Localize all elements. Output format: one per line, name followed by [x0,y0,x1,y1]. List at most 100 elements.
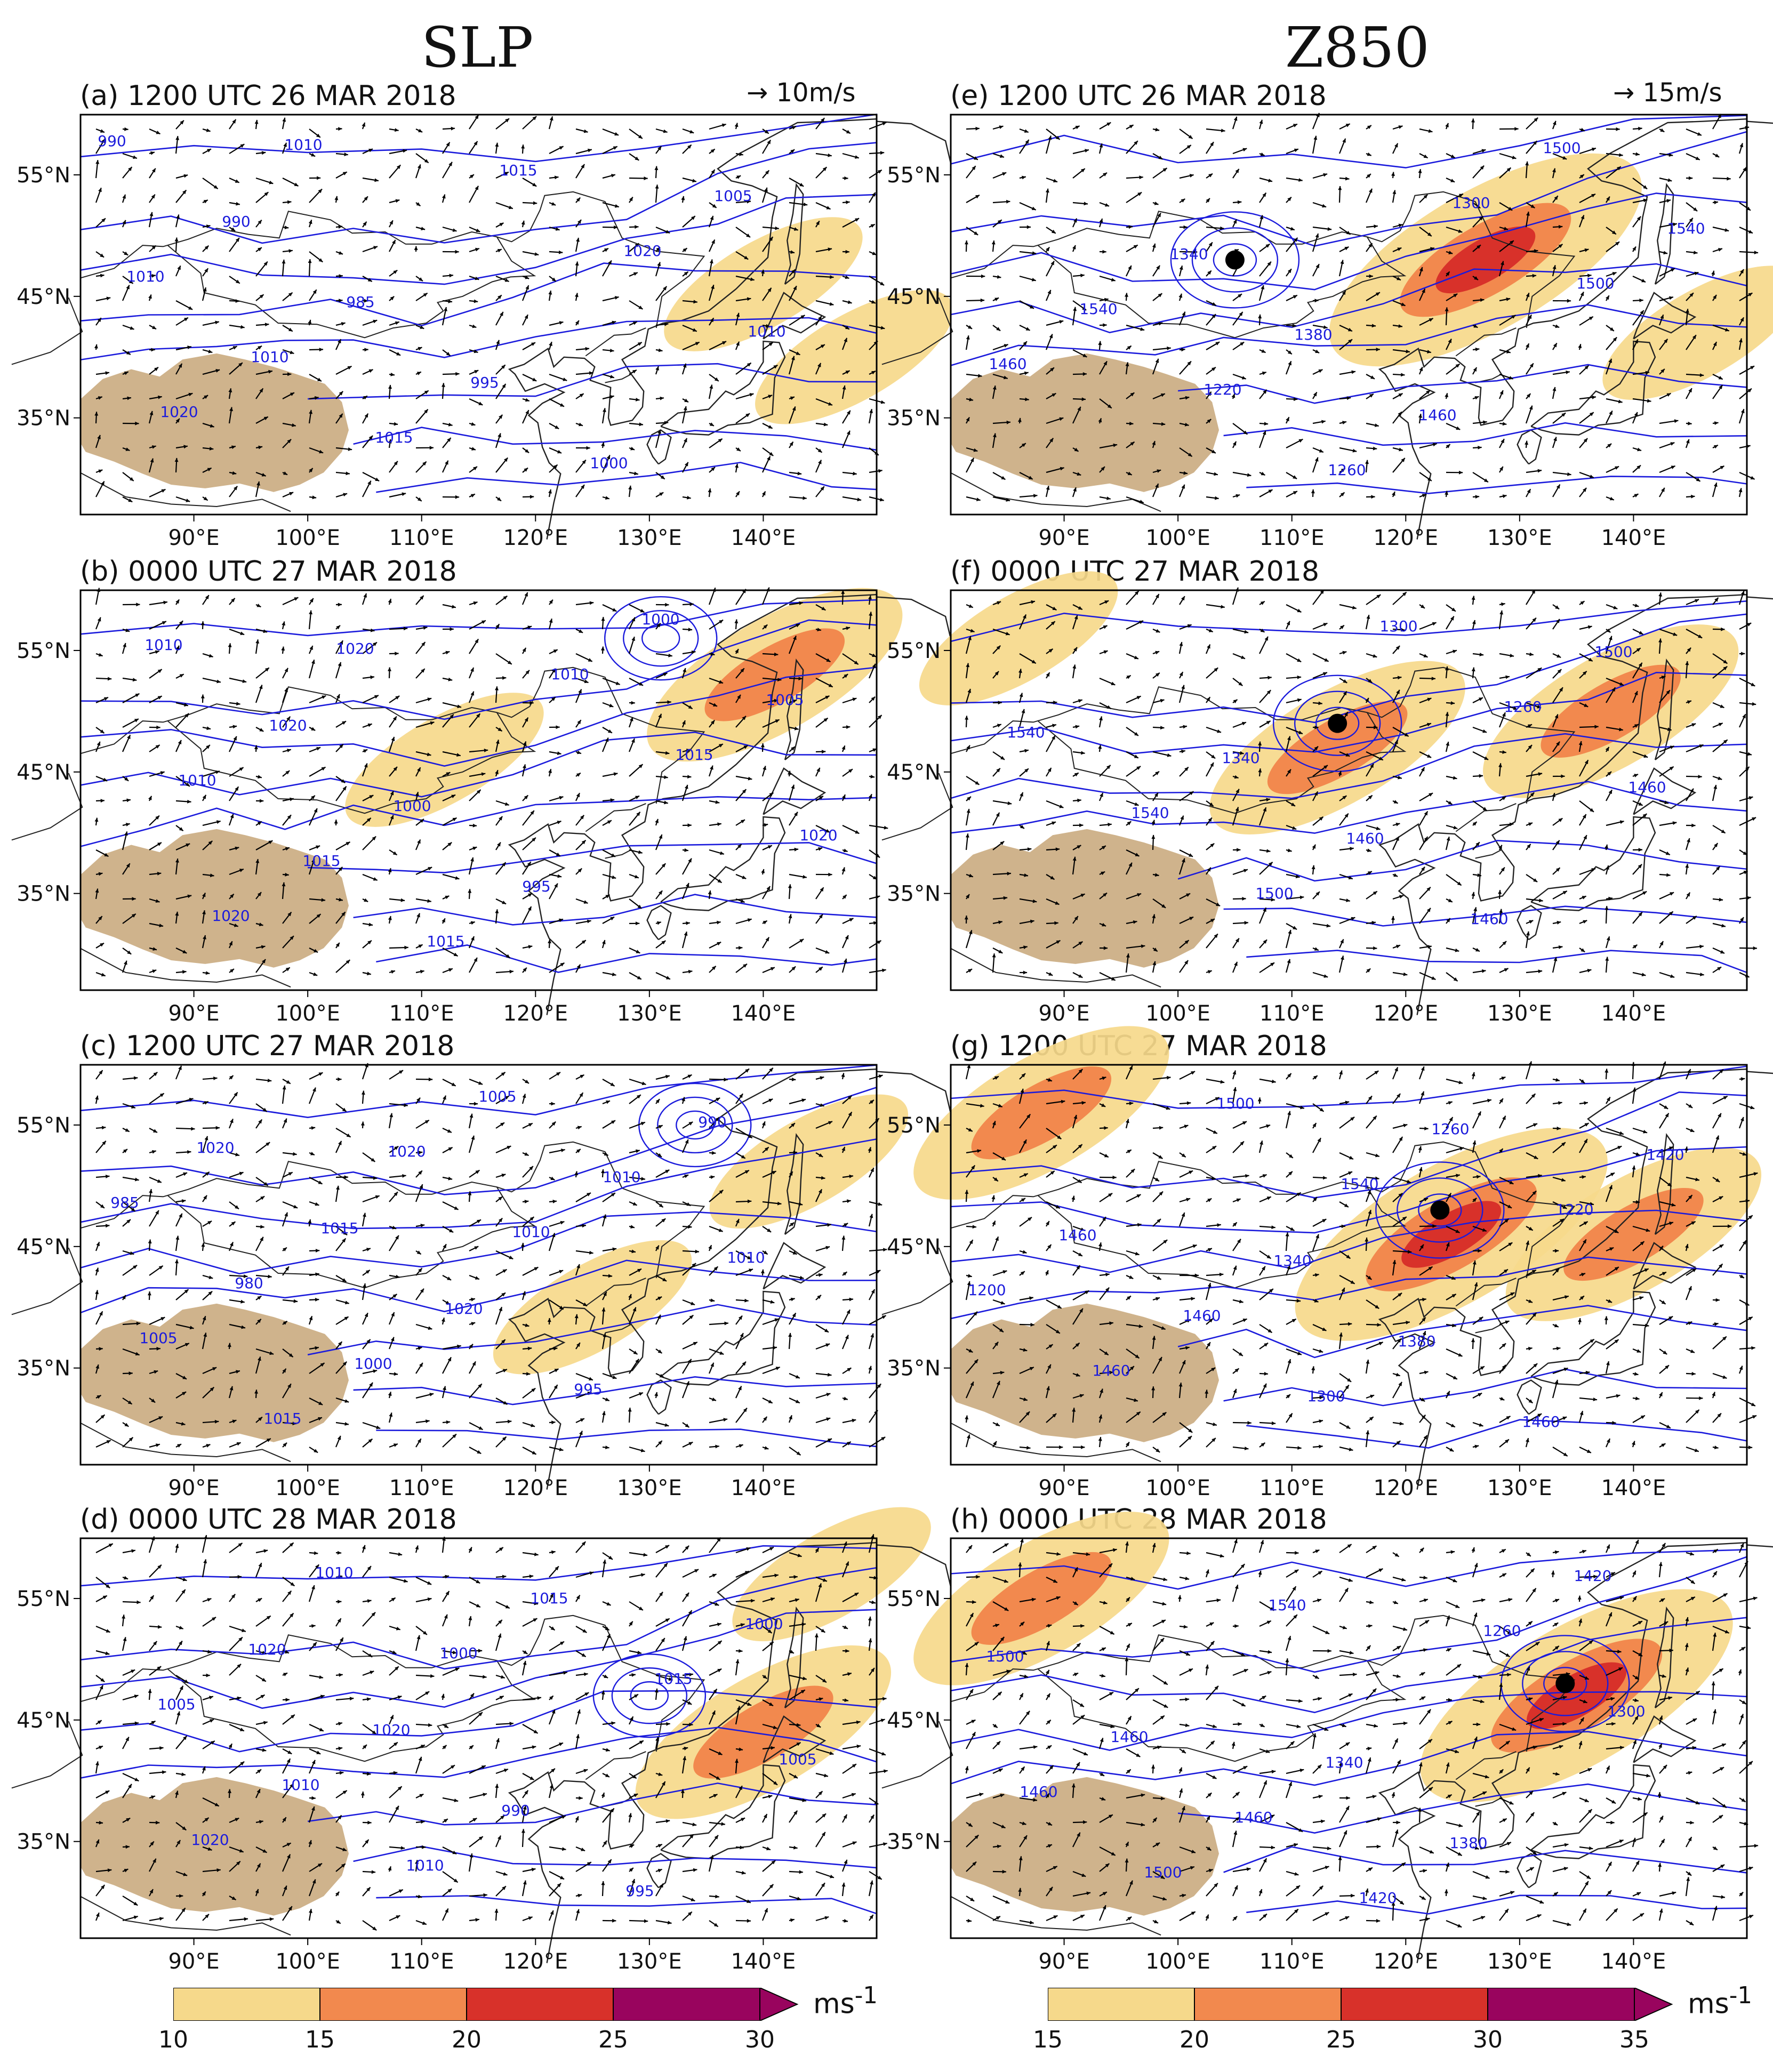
wind-vector-head [189,1098,194,1102]
contour-line [79,262,878,327]
wind-vector-head [390,815,394,820]
wind-vector-head [687,1701,692,1705]
wind-vector-head [683,1756,687,1761]
wind-vector-head [391,737,395,741]
wind-vector-head [880,400,885,404]
wind-vector-head [158,395,162,399]
wind-vector-head [870,1099,874,1104]
wind-vector-head [229,1386,234,1391]
wind-vector-head [768,425,773,429]
wind-vector-head [483,1675,487,1679]
wind-vector-head [428,1326,432,1330]
wind-vector-head [665,751,670,755]
wind-vector-head [551,1121,556,1126]
wind-vector-head [1478,446,1482,449]
wind-vector-head [521,220,525,225]
wind-vector-head [612,875,616,879]
wind-vector-head [1004,344,1008,348]
contour-line [79,142,878,244]
wind-vector-head [312,290,317,294]
wind-vector-head [1474,396,1479,400]
coastline [508,1068,878,1490]
wind-vector-head [1532,274,1536,278]
wind-vector-head [344,1300,349,1305]
wind-vector-head [497,249,502,253]
wind-vector-head [292,1422,296,1426]
wind-vector-head [847,1672,852,1676]
wind-vector-head [207,149,211,152]
wind-vector-head [848,1112,852,1117]
wind-vector-head [550,1626,555,1631]
panel-title-b: (b) 0000 UTC 27 MAR 2018 [80,556,457,588]
wind-vector-head [997,275,1001,279]
wind-vector-head [828,402,832,406]
wind-vector-head [1399,447,1403,452]
wind-vector-head [683,363,687,368]
wind-vector-head [689,1722,693,1726]
reference-vector-label: 10m/s [776,78,856,108]
wind-vector-head [1671,465,1675,469]
wind-vector-head [214,1803,219,1806]
wind-vector-head [578,689,582,694]
wind-vector-head [106,1175,110,1178]
wind-vector-head [1475,495,1480,499]
wind-vector-head [630,1225,635,1229]
wind-vector-head [1506,167,1511,172]
wind-vector-head [403,1579,408,1583]
wind-vector-head [637,342,642,346]
wind-vector-head [587,1392,592,1395]
wind-vector-head [1615,242,1620,246]
wind-vector-head [612,1375,617,1379]
lon-label: 110°E [389,1949,454,1974]
wind-vector-head [99,1311,103,1316]
wind-vector-head [175,911,179,916]
wind-vector-head [1258,314,1262,319]
wind-vector-head [1637,447,1641,452]
wind-vector-head [499,1696,504,1700]
wind-vector-head [553,649,558,653]
contour-label: 1000 [590,454,628,472]
wind-vector-head [973,156,978,160]
wind-vector-head [736,175,741,179]
wind-vector-head [716,1098,720,1102]
wind-vector-head [152,325,156,330]
wind-vector-head [657,1314,661,1319]
contour-line [79,666,878,767]
wind-vector-head [446,772,451,776]
wind-vector-head [503,1769,508,1772]
wind-vector-head [452,1650,457,1655]
wind-vector-head [795,1375,800,1378]
wind-vector-head [316,747,320,751]
wind-vector-head [610,1808,614,1813]
wind-vector-head [1262,371,1266,375]
wind-vector-head [373,246,378,250]
wind-vector-head [531,342,535,346]
wind-vector-head [842,794,846,799]
wind-vector-head [790,1297,795,1302]
wind-vector-head [366,1887,371,1892]
wind-vector-head [102,1595,107,1600]
wind-vector-head [187,894,192,898]
wind-vector-head [233,736,237,741]
wind-vector-head [656,247,660,252]
wind-vector-head [739,152,743,156]
wind-vector-head [207,468,212,471]
wind-vector-head [232,119,236,124]
wind-vector-head [790,250,795,254]
wind-vector-head [206,224,211,228]
wind-vector-head [286,716,291,721]
wind-vector-head [364,196,368,201]
wind-vector-head [294,597,299,601]
wind-vector-head [549,1696,553,1700]
wind-vector-head [148,1239,152,1244]
wind-vector-head [1394,143,1398,148]
wind-vector-head [612,320,616,325]
wind-vector-head [854,661,859,665]
wind-vector-head [282,1085,286,1090]
contour-label: 985 [110,1194,139,1211]
wind-vector-head [527,906,532,911]
wind-vector-head [551,1550,556,1554]
wind-vector-head [687,823,692,828]
wind-vector-head [287,749,291,752]
wind-vector-head [1340,260,1344,264]
